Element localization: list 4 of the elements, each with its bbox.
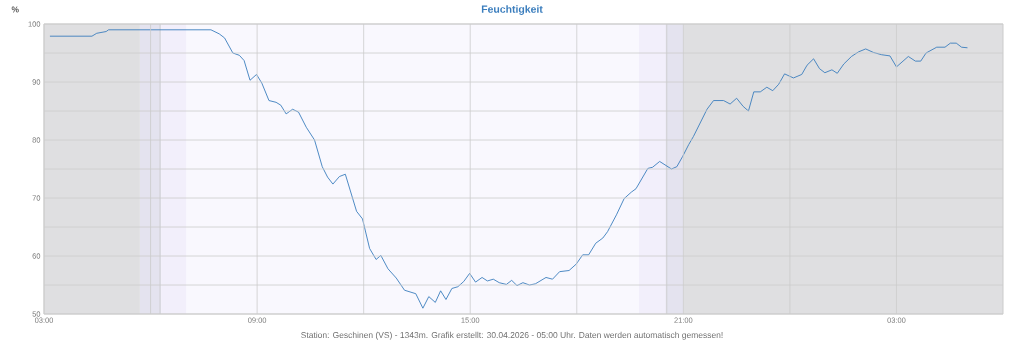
text: Station: Geschinen (VS) - 1343m. Grafik erstellt: 30.04.2026 - 05:00 Uhr. Daten werden automatisch gemessen! xyxy=(301,331,723,340)
y-axis-title: % xyxy=(11,6,19,13)
line-series xyxy=(49,29,968,309)
chart-title: Feuchtigkeit xyxy=(481,5,543,15)
